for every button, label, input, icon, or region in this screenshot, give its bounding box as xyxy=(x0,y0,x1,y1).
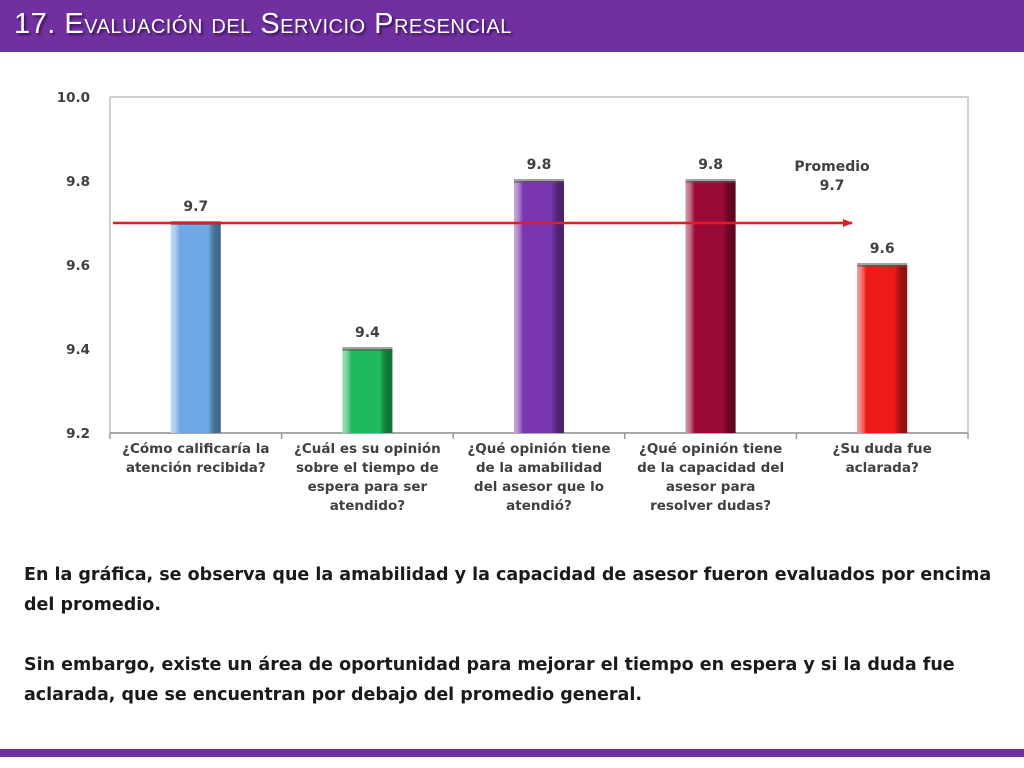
y-tick-label: 9.8 xyxy=(66,174,90,190)
bar-shading xyxy=(685,181,736,433)
y-tick-label: 10.0 xyxy=(57,90,90,106)
bar-chart: 9.2 9.4 9.6 9.8 10.0 9.7 9.4 9.8 9.8 9.6 Promedi… xyxy=(57,90,969,442)
bar-shading xyxy=(857,265,908,433)
x-category-label: ¿Cómo calificaría la atención recibida? xyxy=(122,441,270,476)
bar-cap xyxy=(857,263,908,267)
slide-title: 17. Evaluación del Servicio Presencial xyxy=(14,8,512,40)
paragraph-1: En la gráfica, se observa que la amabili… xyxy=(24,565,992,615)
x-category-label: ¿Su duda fue aclarada? xyxy=(832,441,932,476)
header-bar: 17. Evaluación del Servicio Presencial xyxy=(0,0,1024,52)
x-category-label: ¿Qué opinión tiene de la amabilidad del … xyxy=(467,441,611,514)
analysis-text: En la gráfica, se observa que la amabili… xyxy=(24,560,1009,740)
y-tick-label: 9.4 xyxy=(66,342,90,358)
y-tick-label: 9.6 xyxy=(66,258,90,274)
bar-shading xyxy=(342,349,393,433)
bar-cap xyxy=(342,347,393,351)
average-label-title: Promedio xyxy=(794,159,870,175)
bar-cap xyxy=(514,179,564,183)
data-label: 9.8 xyxy=(527,157,552,173)
data-label: 9.4 xyxy=(355,325,380,341)
data-labels-group: 9.7 9.4 9.8 9.8 9.6 xyxy=(183,157,894,341)
y-tick-label: 9.2 xyxy=(66,426,90,442)
bar-shading xyxy=(514,181,564,433)
x-category-label: ¿Cuál es su opinión sobre el tiempo de e… xyxy=(294,441,441,514)
bars-group xyxy=(170,179,908,433)
data-label: 9.6 xyxy=(870,241,895,257)
bar-shading xyxy=(170,223,221,433)
footer-bar xyxy=(0,749,1024,757)
data-label: 9.8 xyxy=(698,157,723,173)
data-label: 9.7 xyxy=(183,199,208,215)
average-label-value: 9.7 xyxy=(820,178,845,194)
bar-cap xyxy=(685,179,736,183)
x-category-label: ¿Qué opinión tiene de la capacidad del a… xyxy=(637,441,785,514)
paragraph-2: Sin embargo, existe un área de oportunid… xyxy=(24,655,955,705)
